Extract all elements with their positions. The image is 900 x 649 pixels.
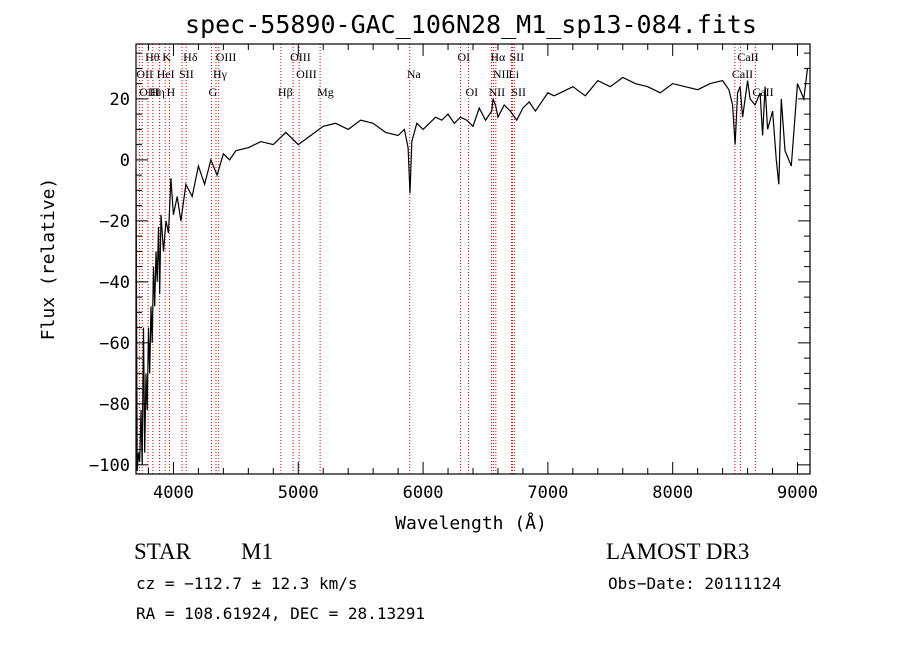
y-tick-label: −40: [99, 273, 130, 293]
line-marker-label: K: [162, 50, 171, 64]
y-axis-label: Flux (relative): [38, 178, 59, 341]
line-marker-label: Mg: [317, 85, 334, 99]
axis-ticks: 4000 5000 6000 7000 8000 9000 −100 −80 −60 −40 −20…: [89, 44, 818, 503]
line-marker-label: Na: [407, 67, 422, 81]
y-tick-label: −100: [89, 456, 130, 476]
coordinates: RA = 108.61924, DEC = 28.13291: [136, 604, 425, 623]
line-marker-label: HeI: [157, 67, 175, 81]
line-marker-label: OI: [466, 85, 479, 99]
y-tick-label: 20: [110, 90, 130, 110]
x-axis-label: Wavelength (Å): [395, 512, 547, 534]
y-tick-label: 0: [120, 151, 130, 171]
observation-date: Obs−Date: 20111124: [608, 574, 782, 593]
line-marker-label: Hδ: [183, 50, 198, 64]
x-tick-label: 8000: [652, 483, 693, 503]
line-marker-label: Hβ: [278, 85, 293, 99]
line-marker-label: SII: [509, 50, 524, 64]
line-marker-label: NII: [493, 67, 510, 81]
line-marker-label: CaII: [737, 50, 758, 64]
line-marker-label: CaII: [752, 85, 773, 99]
line-marker-label: OIII: [290, 50, 311, 64]
object-subclass: M1: [241, 539, 273, 564]
line-marker-label: OIII: [216, 50, 237, 64]
survey-name: LAMOST DR3: [606, 539, 750, 564]
line-marker-label: OI: [458, 50, 471, 64]
line-marker-label: OII: [136, 67, 153, 81]
line-marker-label: Hα: [490, 50, 506, 64]
x-tick-label: 7000: [527, 483, 568, 503]
line-marker-label: Hγ: [213, 67, 228, 81]
line-marker-label: NII: [488, 85, 505, 99]
x-tick-label: 5000: [278, 483, 319, 503]
y-tick-label: −20: [99, 212, 130, 232]
flux-series-line: [135, 68, 809, 472]
chart-title: spec-55890-GAC_106N28_M1_sp13-084.fits: [185, 10, 757, 39]
line-marker-label: OIII: [296, 67, 317, 81]
x-tick-label: 6000: [403, 483, 444, 503]
x-tick-label: 9000: [777, 483, 818, 503]
y-tick-label: −80: [99, 395, 130, 415]
plot-frame: [135, 43, 811, 475]
line-marker-label: H: [166, 85, 175, 99]
line-marker-label: SII: [179, 67, 194, 81]
object-class: STAR: [134, 539, 191, 564]
line-marker-label: CaII: [732, 67, 753, 81]
x-tick-label: 4000: [153, 483, 194, 503]
line-marker-label: Hη: [150, 85, 165, 99]
y-tick-label: −60: [99, 334, 130, 354]
redshift-velocity: cz = −112.7 ± 12.3 km/s: [136, 574, 358, 593]
line-marker-label: SII: [511, 85, 526, 99]
line-marker-label: G: [209, 85, 218, 99]
line-marker-label: OIII: [139, 85, 160, 99]
